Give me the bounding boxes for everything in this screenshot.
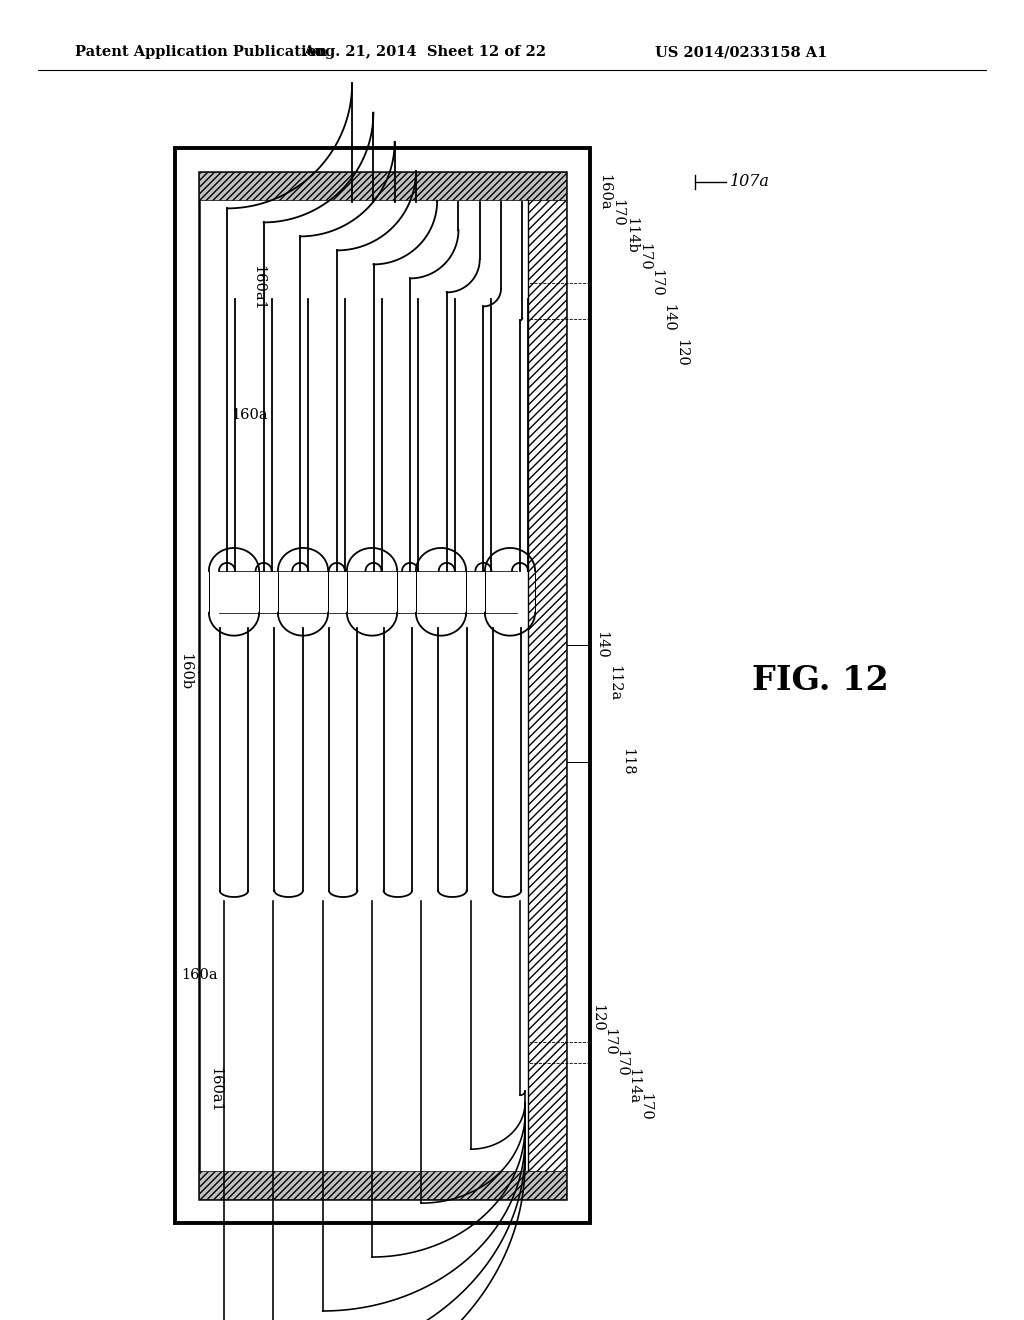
Text: FIG. 12: FIG. 12 xyxy=(752,664,889,697)
Text: 120: 120 xyxy=(674,339,688,367)
Text: US 2014/0233158 A1: US 2014/0233158 A1 xyxy=(655,45,827,59)
Text: 170: 170 xyxy=(610,199,624,227)
Text: 114a: 114a xyxy=(626,1068,640,1104)
Text: 160a1: 160a1 xyxy=(208,1067,222,1113)
Text: Patent Application Publication: Patent Application Publication xyxy=(75,45,327,59)
Text: 120: 120 xyxy=(590,1005,604,1032)
Bar xyxy=(199,1171,566,1199)
Bar xyxy=(175,148,590,1224)
Text: 170: 170 xyxy=(614,1049,628,1077)
Text: 140: 140 xyxy=(594,631,608,659)
Text: 160a: 160a xyxy=(181,968,218,982)
Bar xyxy=(199,172,566,201)
Text: 160a1: 160a1 xyxy=(251,265,265,312)
Text: 114b: 114b xyxy=(624,216,638,253)
Text: 107a: 107a xyxy=(730,173,770,190)
Bar xyxy=(528,201,566,1171)
Text: 160a: 160a xyxy=(597,174,611,210)
Text: Aug. 21, 2014  Sheet 12 of 22: Aug. 21, 2014 Sheet 12 of 22 xyxy=(303,45,547,59)
Text: 112a: 112a xyxy=(607,665,621,701)
Text: 170: 170 xyxy=(649,269,663,297)
Text: 140: 140 xyxy=(662,304,675,331)
Text: 118: 118 xyxy=(620,748,634,776)
Text: 170: 170 xyxy=(638,1093,652,1121)
Text: 160b: 160b xyxy=(178,653,193,690)
Text: 170: 170 xyxy=(637,243,651,271)
Text: 170: 170 xyxy=(602,1028,616,1056)
Text: 160a: 160a xyxy=(231,408,268,422)
Bar xyxy=(199,172,566,1199)
